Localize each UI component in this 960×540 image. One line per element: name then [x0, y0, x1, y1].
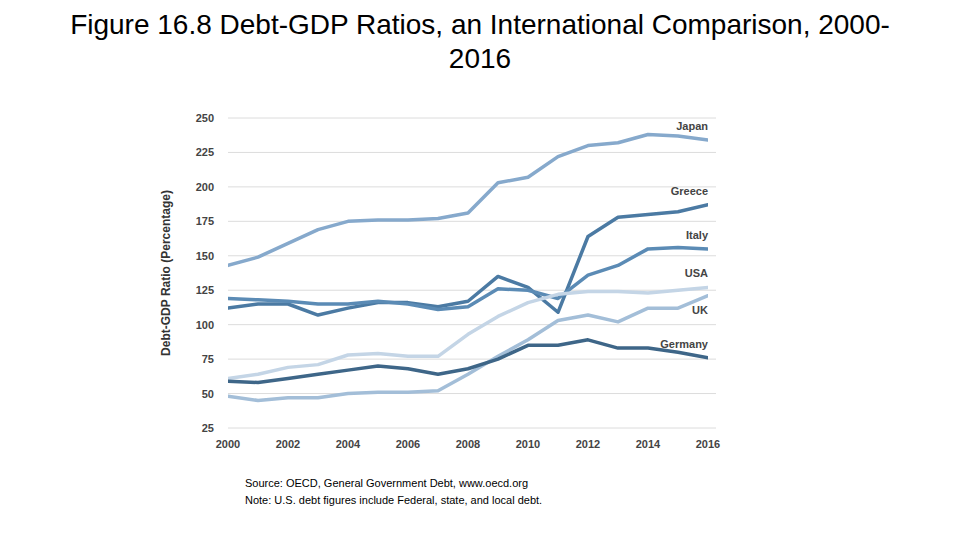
series-line: [228, 340, 708, 383]
x-tick-label: 2010: [516, 438, 540, 450]
y-tick-label: 200: [196, 181, 214, 193]
grid-line: [228, 290, 716, 291]
plot-lines: [228, 135, 708, 401]
y-tick-label: 50: [202, 388, 214, 400]
series-line: [228, 135, 708, 266]
grid-line: [228, 393, 716, 394]
series-label: Germany: [660, 338, 709, 350]
grid-line: [228, 428, 716, 429]
y-tick-label: 25: [202, 422, 214, 434]
y-tick-label: 125: [196, 284, 214, 296]
series-line: [228, 248, 708, 310]
series-label: Japan: [676, 120, 708, 132]
x-tick-label: 2016: [696, 438, 720, 450]
series-label: UK: [692, 304, 708, 316]
grid-line: [228, 186, 716, 187]
y-axis-title: Debt-GDP Ratio (Percentage): [159, 190, 173, 356]
series-line: [228, 205, 708, 315]
chart: 25 50 75 100 125 150 175 200 225 250 2000 2002 2004 2…: [0, 0, 960, 540]
annotation: Source: OECD, General Government Debt, w…: [245, 477, 528, 489]
series-line: [228, 296, 708, 401]
series-label: USA: [685, 267, 708, 279]
y-tick-label: 75: [202, 353, 214, 365]
grid-line: [228, 255, 716, 256]
x-tick-label: 2006: [396, 438, 420, 450]
series-label: Italy: [686, 229, 709, 241]
grid-line: [228, 359, 716, 360]
series-line: [228, 287, 708, 378]
chart-title: Figure 16.8 Debt-GDP Ratios, an Internat…: [60, 8, 900, 76]
grid-line: [228, 324, 716, 325]
grid-line: [228, 118, 716, 119]
series-label: Greece: [671, 185, 708, 197]
grid-line: [228, 152, 716, 153]
x-tick-label: 2008: [456, 438, 480, 450]
grid-line: [228, 221, 716, 222]
x-tick-label: 2012: [576, 438, 600, 450]
y-tick-label: 250: [196, 112, 214, 124]
annotation: Note: U.S. debt figures include Federal,…: [245, 494, 542, 506]
x-tick-label: 2002: [276, 438, 300, 450]
y-tick-label: 100: [196, 319, 214, 331]
y-tick-label: 175: [196, 215, 214, 227]
x-tick-label: 2014: [636, 438, 661, 450]
x-tick-label: 2004: [336, 438, 361, 450]
y-tick-label: 225: [196, 146, 214, 158]
y-tick-label: 150: [196, 250, 214, 262]
x-tick-label: 2000: [216, 438, 240, 450]
